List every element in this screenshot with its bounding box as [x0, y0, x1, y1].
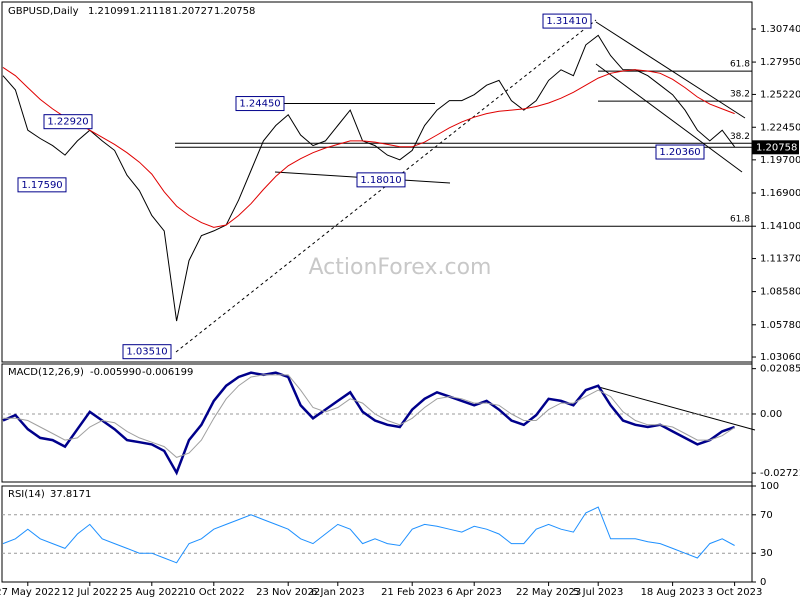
x-tick-label: 23 Nov 2022 — [256, 587, 320, 598]
macd-title: MACD(12,26,9) — [8, 367, 84, 378]
y-tick-label: 1.30740 — [760, 24, 800, 35]
y-tick-label: 1.22450 — [760, 122, 800, 133]
y-tick-label: 1.19700 — [760, 155, 800, 166]
price-label: 1.18010 — [360, 175, 401, 186]
readout: -0.006199 — [142, 367, 193, 378]
channel-line — [595, 21, 746, 119]
x-tick-label: 25 Aug 2022 — [120, 587, 184, 598]
x-tick-label: 6 Jan 2023 — [311, 587, 365, 598]
x-tick-label: 5 Jul 2023 — [573, 587, 623, 598]
x-tick-label: 10 Oct 2022 — [183, 587, 245, 598]
y-tick-label: 0 — [760, 577, 766, 588]
y-tick-label: 1.11370 — [760, 254, 800, 265]
fib-label: 61.8 — [730, 215, 750, 225]
y-tick-label: 100 — [760, 481, 779, 492]
price-label: 1.03510 — [126, 347, 167, 358]
fib-label: 61.8 — [730, 60, 750, 70]
x-tick-label: 12 Jul 2022 — [61, 587, 118, 598]
x-tick-label: 27 May 2022 — [0, 587, 60, 598]
watermark: ActionForex.com — [309, 255, 492, 280]
x-tick-label: 3 Oct 2023 — [707, 587, 762, 598]
symbol-title: GBPUSD,Daily — [8, 6, 79, 17]
fib-label: 38.2 — [730, 90, 750, 100]
price-label: 1.17590 — [21, 180, 62, 191]
x-tick-label: 21 Feb 2023 — [381, 587, 443, 598]
ohlc-value: 1.20727 — [172, 6, 213, 17]
price-label: 1.20360 — [659, 147, 700, 158]
price-box — [235, 96, 285, 112]
macd-trendline — [594, 385, 756, 431]
series-line — [2, 34, 736, 322]
price-label: 1.24450 — [239, 99, 280, 110]
current-price-box — [752, 140, 799, 155]
price-box — [356, 172, 406, 188]
ohlc-value: 1.20758 — [214, 6, 255, 17]
y-tick-label: 1.03060 — [760, 352, 800, 363]
trendline — [175, 19, 597, 353]
price-box — [43, 114, 93, 130]
y-tick-label: 1.14100 — [760, 221, 800, 232]
readout: -0.005990 — [90, 367, 141, 378]
y-tick-label: 1.16900 — [760, 188, 800, 199]
fib-label: 38.2 — [730, 132, 750, 142]
price-box — [122, 344, 172, 360]
channel-line — [595, 63, 743, 173]
x-tick-label: 18 Aug 2023 — [641, 587, 705, 598]
y-tick-label: -0.027213 — [760, 468, 800, 479]
price-box — [655, 144, 705, 160]
x-tick-label: 6 Apr 2023 — [446, 587, 501, 598]
y-tick-label: 1.25220 — [760, 89, 800, 100]
y-tick-label: 0.020858 — [760, 364, 800, 375]
y-tick-label: 1.05780 — [760, 320, 800, 331]
readout: 37.8171 — [50, 489, 91, 500]
series-line — [2, 506, 735, 564]
price-label: 1.22920 — [47, 117, 88, 128]
series-line — [2, 66, 735, 228]
ohlc-value: 1.21118 — [130, 6, 171, 17]
y-tick-label: 0.00 — [760, 409, 782, 420]
ohlc-value: 1.21099 — [88, 6, 129, 17]
series-line — [2, 371, 736, 476]
y-tick-label: 30 — [760, 548, 773, 559]
series-line — [3, 374, 735, 458]
current-price: 1.20758 — [756, 142, 797, 153]
y-tick-label: 1.08580 — [760, 287, 800, 298]
x-tick-label: 22 May 2023 — [516, 587, 581, 598]
price-box — [17, 177, 67, 193]
price-label: 1.31410 — [546, 16, 587, 27]
rsi-title: RSI(14) — [8, 489, 45, 500]
price-box — [542, 13, 592, 29]
y-tick-label: 1.27950 — [760, 57, 800, 68]
y-tick-label: 70 — [760, 510, 773, 521]
